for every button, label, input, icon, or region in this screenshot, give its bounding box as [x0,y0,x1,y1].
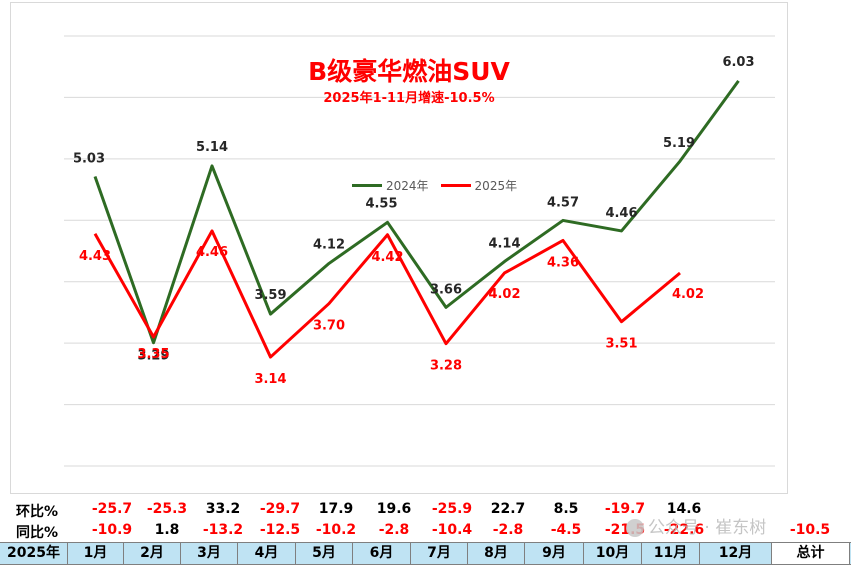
data-label-2025年-8月: 4.02 [488,287,520,302]
header-cell: 1月 [68,543,124,564]
data-label-2024年-1月: 5.03 [73,151,105,166]
header-cell: 12月 [700,543,772,564]
yoy-cell: -10.4 [431,522,473,538]
mom-cell: -25.3 [146,501,188,517]
header-cell: 6月 [353,543,411,564]
data-label-2024年-7月: 3.66 [430,282,462,297]
chart-subtitle: 2025年1-11月增速-10.5% [323,91,495,106]
header-cell: 总计 [772,543,850,564]
mom-cell: 8.5 [553,501,579,517]
yoy-label: 同比% [16,525,59,541]
header-cell: 2月 [124,543,181,564]
watermark-text: 公众号 · 崔东树 [648,518,767,538]
yoy-cell: -22.6 [663,522,705,538]
legend-label-2024: 2024年 [386,179,429,193]
mom-cell: 19.6 [376,501,412,517]
yoy-row: 同比% -10.9 1.8 -13.2 -12.5 -10.2 -2.8 -10.4 -2.8… [0,522,851,541]
data-label-2025年-1月: 4.43 [79,249,111,264]
yoy-cell: -10.5 [789,522,831,538]
table-header-row: 2025年 1月 2月 3月 4月 5月 6月 7月 8月 9月 10月 11月 12月 总计 [0,542,851,565]
wechat-icon [626,519,644,537]
header-cell: 9月 [525,543,584,564]
legend-swatch-2025 [440,184,471,187]
yoy-cell: 1.8 [154,522,180,538]
mom-cell: -29.7 [259,501,301,517]
header-cell: 3月 [181,543,238,564]
data-label-2024年-3月: 5.14 [196,140,228,155]
data-label-2024年-6月: 4.55 [365,196,397,211]
mom-label: 环比% [16,504,59,520]
data-label-2025年-9月: 4.36 [547,255,579,270]
data-label-2024年-9月: 4.57 [547,195,579,210]
yoy-cell: -2.8 [378,522,410,538]
yoy-cell: -2.8 [492,522,524,538]
header-cell: 8月 [468,543,525,564]
chart-frame [10,2,788,494]
data-label-2025年-3月: 4.46 [196,245,228,260]
data-label-2025年-11月: 4.02 [672,287,704,302]
data-label-2024年-11月: 5.19 [663,136,695,151]
data-label-2025年-7月: 3.28 [430,359,462,374]
data-label-2024年-12月: 6.03 [722,55,754,70]
header-cell: 4月 [238,543,296,564]
mom-cell: 14.6 [666,501,702,517]
header-cell: 2025年 [0,543,68,564]
data-label-2025年-2月: 3.35 [137,347,169,362]
chart-title: B级豪华燃油SUV [308,57,510,86]
mom-cell: -19.7 [604,501,646,517]
mom-cell: -25.9 [431,501,473,517]
header-cell: 10月 [584,543,642,564]
legend-item-2025: 2025年 [440,177,518,194]
data-label-2025年-4月: 3.14 [254,372,286,387]
header-cell: 5月 [296,543,353,564]
data-label-2025年-10月: 3.51 [605,337,637,352]
yoy-cell: -12.5 [259,522,301,538]
mom-cell: 22.7 [490,501,526,517]
series-line-2024年 [93,80,740,345]
mom-cell: -25.7 [91,501,133,517]
data-label-2024年-4月: 3.59 [254,288,286,303]
mom-cell: 33.2 [205,501,241,517]
yoy-cell: -10.2 [315,522,357,538]
header-cell: 11月 [642,543,700,564]
yoy-cell: -10.9 [91,522,133,538]
legend-swatch-2024 [352,184,382,187]
series-line-2025年 [93,229,681,359]
line-chart: 5.03 3.29 5.14 3.59 4.12 4.55 3.66 4.14 4.57 4.46… [64,35,775,467]
yoy-cell: -13.2 [202,522,244,538]
mom-row: 环比% -25.7 -25.3 33.2 -29.7 17.9 19.6 -25.9 22.7… [0,501,851,520]
yoy-cell: -4.5 [550,522,582,538]
data-label-2024年-2月: 3.29 [137,349,169,364]
legend-label-2025: 2025年 [474,179,518,193]
data-label-2025年-5月: 3.70 [313,319,345,334]
mom-cell: 17.9 [318,501,354,517]
data-label-2025年-6月: 4.42 [371,250,403,265]
header-cell: 7月 [411,543,468,564]
legend: 2024年 2025年 [352,177,517,194]
data-label-2024年-5月: 4.12 [313,237,345,252]
legend-item-2024: 2024年 [352,177,429,194]
data-label-2024年-8月: 4.14 [488,237,520,252]
data-label-2024年-10月: 4.46 [605,206,637,221]
watermark: 公众号 · 崔东树 [626,513,766,538]
